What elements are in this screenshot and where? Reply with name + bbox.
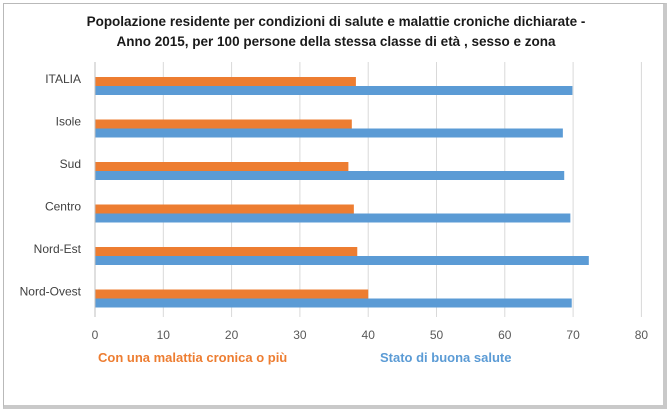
bar-good-health-nord-ovest xyxy=(95,298,572,308)
x-tick-label-0: 0 xyxy=(92,328,99,342)
bar-chronic-sud xyxy=(95,162,349,171)
x-tick-label-60: 60 xyxy=(498,328,512,342)
category-label-isole: Isole xyxy=(56,115,82,129)
bar-chronic-centro xyxy=(95,204,354,214)
bar-good-health-sud xyxy=(95,171,565,180)
legend-label-good-health: Stato di buona salute xyxy=(380,350,512,365)
x-tick-label-30: 30 xyxy=(293,328,307,342)
legend-item-good-health: Stato di buona salute xyxy=(380,350,511,365)
bar-chronic-italia xyxy=(95,77,356,86)
bar-good-health-italia xyxy=(95,86,573,95)
bar-chronic-isole xyxy=(95,119,352,129)
x-tick-label-20: 20 xyxy=(225,328,239,342)
category-label-nord-ovest: Nord-Ovest xyxy=(20,285,82,299)
x-tick-label-80: 80 xyxy=(635,328,649,342)
chart-title-line-2: Anno 2015, per 100 persone della stessa … xyxy=(116,34,556,49)
x-tick-label-50: 50 xyxy=(430,328,444,342)
bar-good-health-nord-est xyxy=(95,256,589,265)
bar-chronic-nord-ovest xyxy=(95,289,369,299)
chart-title-line-1: Popolazione residente per condizioni di … xyxy=(86,14,586,29)
category-label-italia: ITALIA xyxy=(45,72,81,86)
legend-label-chronic: Con una malattia cronica o più xyxy=(98,350,288,365)
category-label-centro: Centro xyxy=(45,200,81,214)
bar-good-health-isole xyxy=(95,128,563,138)
x-tick-label-70: 70 xyxy=(566,328,580,342)
x-tick-label-40: 40 xyxy=(362,328,376,342)
category-label-nord-est: Nord-Est xyxy=(34,242,82,256)
chart-title: Popolazione residente per condizioni di … xyxy=(0,12,672,52)
x-tick-label-10: 10 xyxy=(157,328,171,342)
bar-chronic-nord-est xyxy=(95,247,358,256)
category-label-sud: Sud xyxy=(60,157,81,171)
legend-item-chronic: Con una malattia cronica o più xyxy=(98,350,287,365)
bar-good-health-centro xyxy=(95,213,571,223)
